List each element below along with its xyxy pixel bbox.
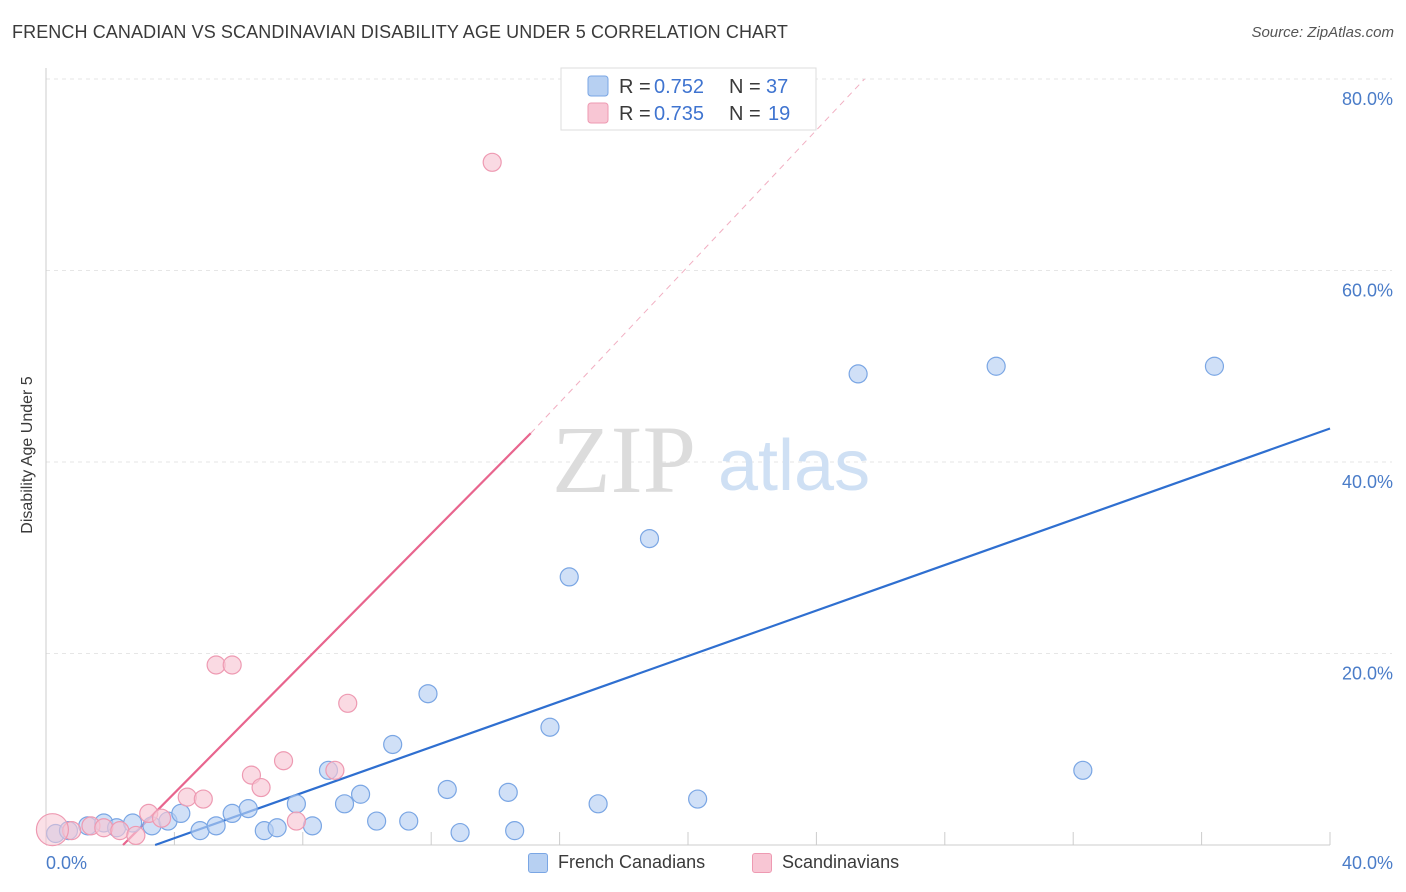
- point-scandinavians-10: [222, 655, 242, 675]
- legend-r-value-1: 0.735: [654, 103, 704, 125]
- point-french-canadians-27: [505, 821, 525, 841]
- trend-lines: [122, 78, 1331, 847]
- gridlines: [46, 78, 1392, 654]
- watermark: ZIP atlas: [552, 406, 870, 513]
- point-french-canadians-28: [540, 717, 560, 737]
- y-tick-label-0: 20.0%: [1342, 664, 1393, 684]
- point-french-canadians-14: [267, 818, 287, 838]
- point-scandinavians-13: [273, 751, 294, 771]
- point-french-canadians-32: [688, 789, 708, 809]
- legend-r-label-1: R =: [619, 103, 651, 125]
- bottom-legend-label-french-canadians: French Canadians: [558, 852, 706, 872]
- point-french-canadians-16: [302, 816, 323, 836]
- trend-extension-scandinavians: [530, 78, 865, 434]
- legend-n-label-0: N =: [729, 76, 761, 98]
- point-french-canadians-26: [498, 782, 518, 802]
- legend-r-value-0: 0.752: [654, 76, 704, 98]
- point-scandinavians-2: [94, 818, 114, 838]
- point-french-canadians-10: [206, 816, 226, 836]
- point-scandinavians-8: [193, 789, 213, 809]
- y-tick-label-3: 80.0%: [1342, 89, 1393, 109]
- point-french-canadians-23: [418, 684, 438, 704]
- point-scandinavians-15: [325, 760, 345, 780]
- legend-n-value-1: 19: [768, 103, 790, 125]
- bottom-legend-label-scandinavians: Scandinavians: [782, 852, 900, 872]
- x-tick-label-1: 40.0%: [1342, 853, 1393, 873]
- point-french-canadians-25: [450, 822, 470, 843]
- chart-title: FRENCH CANADIAN VS SCANDINAVIAN DISABILI…: [12, 22, 789, 42]
- point-scandinavians-16: [338, 693, 358, 713]
- point-french-canadians-22: [399, 811, 419, 831]
- trend-line-french-canadians: [154, 427, 1331, 847]
- bottom-legend-item-french-canadians: French Canadians: [528, 852, 705, 873]
- point-scandinavians-3: [110, 821, 130, 841]
- legend-n-value-0: 37: [766, 76, 788, 98]
- point-french-canadians-24: [437, 779, 457, 800]
- point-scandinavians-18: [35, 813, 70, 847]
- point-french-canadians-20: [367, 811, 387, 831]
- axes: [45, 68, 1331, 846]
- point-scandinavians-14: [286, 811, 306, 831]
- bottom-legend: French Canadians Scandinavians: [0, 850, 1406, 880]
- watermark-zip: ZIP: [552, 406, 696, 513]
- y-tick-label-1: 40.0%: [1342, 472, 1393, 492]
- point-french-canadians-35: [1073, 760, 1093, 780]
- y-tick-label-2: 60.0%: [1342, 281, 1393, 301]
- source-credit: Source: ZipAtlas.com: [1251, 24, 1394, 41]
- point-scandinavians-9: [206, 655, 226, 675]
- bottom-legend-swatch-french-canadians: [528, 852, 548, 873]
- point-french-canadians-21: [383, 734, 403, 755]
- point-french-canadians-19: [350, 784, 371, 804]
- point-french-canadians-15: [286, 794, 306, 814]
- legend-box: R = 0.752 N = 37 R = 0.735 N = 19: [560, 67, 817, 131]
- point-french-canadians-33: [848, 364, 868, 384]
- data-points: [35, 152, 1225, 847]
- point-scandinavians-7: [177, 787, 197, 807]
- legend-r-label-0: R =: [619, 76, 651, 98]
- point-french-canadians-31: [639, 528, 660, 549]
- x-tick-label-0: 0.0%: [46, 853, 87, 873]
- point-french-canadians-8: [171, 803, 191, 824]
- point-french-canadians-12: [238, 799, 258, 819]
- point-french-canadians-36: [1204, 356, 1225, 376]
- point-french-canadians-18: [334, 794, 355, 814]
- point-french-canadians-34: [986, 356, 1006, 376]
- watermark-atlas: atlas: [718, 426, 870, 506]
- x-tick-labels: 0.0% 40.0%: [46, 853, 1393, 873]
- legend-n-label-1: N =: [729, 103, 761, 125]
- point-scandinavians-6: [151, 808, 172, 828]
- point-french-canadians-29: [559, 567, 579, 587]
- point-scandinavians-17: [482, 152, 502, 172]
- legend-swatch-french-canadians: [587, 75, 609, 97]
- trend-line-scandinavians: [122, 432, 532, 846]
- bottom-legend-swatch-scandinavians: [752, 852, 772, 873]
- y-tick-labels: 20.0% 40.0% 60.0% 80.0%: [1342, 89, 1393, 684]
- bottom-legend-item-scandinavians: Scandinavians: [752, 852, 899, 873]
- point-french-canadians-11: [222, 803, 242, 824]
- point-scandinavians-4: [126, 825, 146, 846]
- point-french-canadians-9: [190, 821, 210, 841]
- point-scandinavians-12: [251, 777, 271, 798]
- legend-swatch-scandinavians: [587, 102, 609, 124]
- point-french-canadians-30: [588, 794, 608, 814]
